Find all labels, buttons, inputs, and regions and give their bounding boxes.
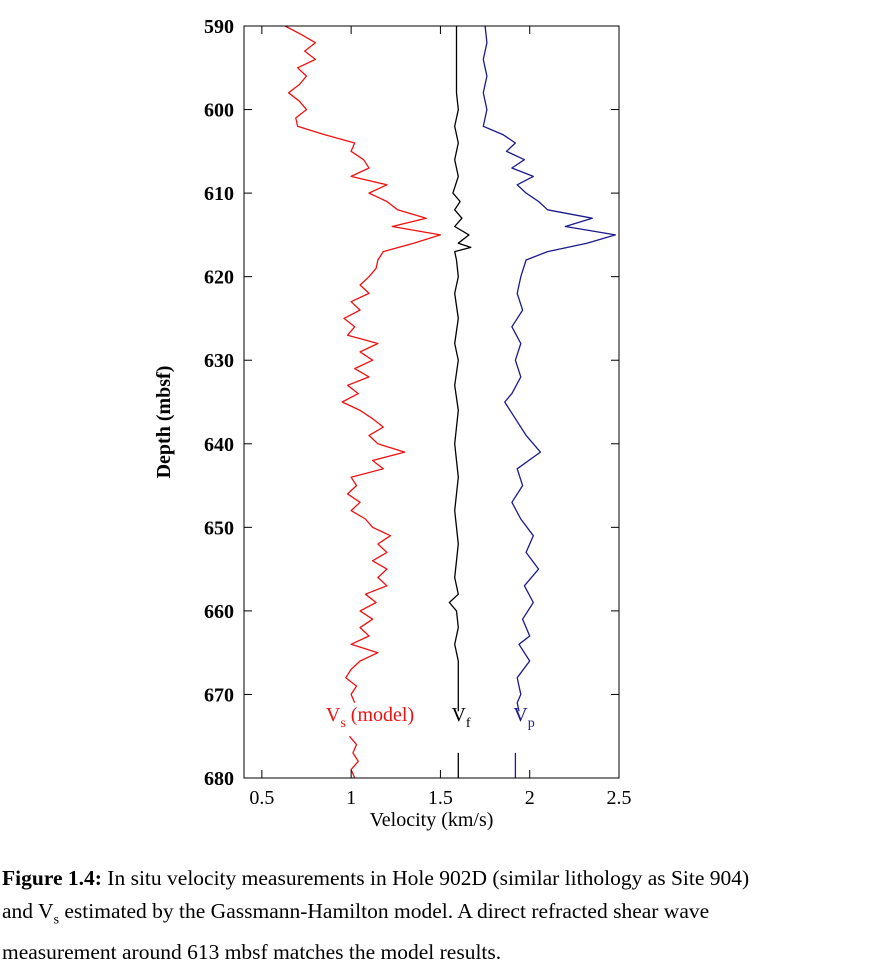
caption-line-3: measurement around 613 mbsf matches the … (2, 940, 502, 965)
figure-caption: Figure 1.4: In situ velocity measurement… (2, 862, 872, 969)
series-line-vs-model (284, 25, 442, 779)
x-tick-label: 2 (525, 787, 535, 809)
series-label-vp: Vp (513, 704, 534, 731)
caption-line-2-prefix: and V (2, 899, 54, 923)
axis-ticks: 0.5 1 1.5 2 2.5 590 600 610 620 630 640 650 660 670 68… (204, 16, 632, 809)
caption-line-2-text: estimated by the Gassmann-Hamilton model… (59, 899, 710, 923)
series-labels: Vs (model) Vf Vp (326, 704, 535, 731)
plot-frame (243, 25, 620, 779)
x-tick-label: 2.5 (607, 787, 632, 809)
x-tick-label: 0.5 (249, 787, 274, 809)
y-tick-label: 640 (204, 434, 234, 456)
series-layer (284, 25, 617, 779)
y-tick-label: 680 (204, 768, 234, 790)
caption-line-1: In situ velocity measurements in Hole 90… (101, 866, 750, 890)
y-tick-label: 630 (204, 350, 234, 372)
y-axis-label: Depth (mbsf) (153, 366, 175, 479)
y-tick-label: 610 (204, 183, 234, 205)
series-label-vf: Vf (451, 704, 470, 731)
series-label-vs-model: Vs (model) (326, 704, 414, 731)
y-tick-label: 590 (204, 16, 234, 38)
caption-line-2-subscript: s (53, 912, 60, 928)
velocity-depth-chart: Vs (model) Vf Vp 0.5 1 1.5 2 2.5 590 600 610 620 63… (153, 16, 632, 831)
x-tick-label: 1 (346, 787, 356, 809)
y-tick-label: 660 (204, 601, 234, 623)
series-line-vf (448, 26, 472, 778)
y-tick-label: 670 (204, 684, 234, 706)
figure-label: Figure 1.4: (2, 866, 102, 890)
x-axis-label: Velocity (km/s) (370, 809, 494, 831)
series-line-vp (482, 25, 617, 778)
y-tick-label: 650 (204, 517, 234, 539)
y-tick-label: 620 (204, 267, 234, 289)
y-tick-label: 600 (204, 100, 234, 122)
x-tick-label: 1.5 (428, 787, 453, 809)
